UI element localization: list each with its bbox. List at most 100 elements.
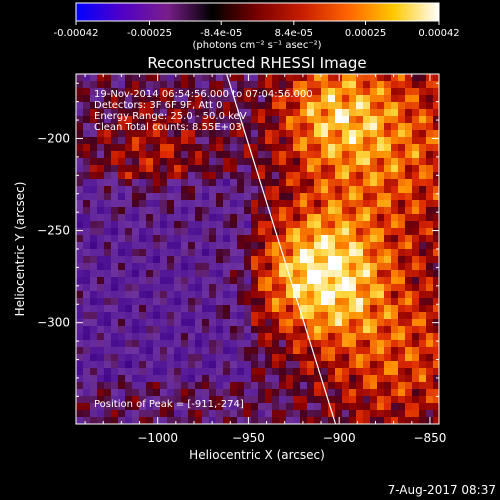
heatmap-cell [153,277,160,284]
heatmap-cell [335,382,342,389]
heatmap-cell [272,200,279,207]
heatmap-cell [293,340,300,347]
heatmap-cell [237,263,244,270]
heatmap-cell [83,144,90,151]
heatmap-cell [419,102,426,109]
heatmap-cell [83,221,90,228]
heatmap-cell [160,340,167,347]
heatmap-cell [363,81,370,88]
heatmap-cell [202,263,209,270]
heatmap-cell [181,88,188,95]
heatmap-cell [111,270,118,277]
heatmap-cell [125,130,132,137]
heatmap-cell [195,123,202,130]
heatmap-cell [405,158,412,165]
heatmap-cell [321,375,328,382]
heatmap-cell [412,361,419,368]
heatmap-cell [272,193,279,200]
heatmap-cell [139,368,146,375]
heatmap-cell [412,347,419,354]
heatmap-cell [181,270,188,277]
heatmap-cell [279,88,286,95]
heatmap-cell [97,410,104,417]
heatmap-cell [146,368,153,375]
heatmap-cell [300,235,307,242]
heatmap-cell [419,95,426,102]
heatmap-cell [286,298,293,305]
heatmap-cell [426,396,433,403]
heatmap-cell [125,284,132,291]
heatmap-cell [314,123,321,130]
heatmap-cell [391,235,398,242]
heatmap-cell [405,172,412,179]
heatmap-cell [90,403,97,410]
heatmap-cell [342,193,349,200]
heatmap-cell [139,228,146,235]
heatmap-cell [223,207,230,214]
heatmap-cell [167,235,174,242]
heatmap-cell [209,74,216,81]
heatmap-cell [328,389,335,396]
heatmap-cell [300,361,307,368]
heatmap-cell [167,354,174,361]
heatmap-cell [181,361,188,368]
heatmap-cell [335,123,342,130]
heatmap-cell [153,74,160,81]
heatmap-cell [349,389,356,396]
heatmap-cell [279,298,286,305]
heatmap-cell [356,298,363,305]
heatmap-cell [174,151,181,158]
heatmap-cell [405,186,412,193]
heatmap-cell [314,242,321,249]
heatmap-cell [328,403,335,410]
heatmap-cell [195,270,202,277]
heatmap-cell [195,172,202,179]
heatmap-cell [272,242,279,249]
heatmap-cell [335,207,342,214]
heatmap-cell [433,228,439,235]
heatmap-cell [132,200,139,207]
heatmap-cell [258,270,265,277]
heatmap-cell [349,340,356,347]
heatmap-cell [146,389,153,396]
heatmap-cell [258,130,265,137]
heatmap-cell [97,291,104,298]
heatmap-cell [307,270,314,277]
heatmap-cell [111,403,118,410]
heatmap-cell [342,221,349,228]
heatmap-cell [174,396,181,403]
heatmap-cell [230,165,237,172]
heatmap-cell [412,375,419,382]
heatmap-cell [412,410,419,417]
heatmap-cell [419,291,426,298]
heatmap-cell [174,389,181,396]
heatmap-cell [139,242,146,249]
heatmap-cell [230,403,237,410]
heatmap-cell [405,228,412,235]
heatmap-cell [433,249,439,256]
heatmap-cell [104,256,111,263]
heatmap-cell [377,340,384,347]
heatmap-cell [90,123,97,130]
heatmap-cell [391,193,398,200]
heatmap-cell [370,298,377,305]
heatmap-cell [216,95,223,102]
heatmap-cell [76,130,83,137]
heatmap-cell [202,172,209,179]
heatmap-cell [384,347,391,354]
heatmap-cell [300,214,307,221]
heatmap-cell [237,312,244,319]
heatmap-cell [321,116,328,123]
heatmap-cell [279,221,286,228]
heatmap-cell [244,347,251,354]
heatmap-cell [216,165,223,172]
heatmap-cell [426,109,433,116]
heatmap-cell [83,95,90,102]
heatmap-cell [181,172,188,179]
heatmap-cell [398,200,405,207]
heatmap-cell [328,116,335,123]
heatmap-cell [363,144,370,151]
heatmap-cell [223,298,230,305]
heatmap-cell [405,193,412,200]
heatmap-cell [83,333,90,340]
